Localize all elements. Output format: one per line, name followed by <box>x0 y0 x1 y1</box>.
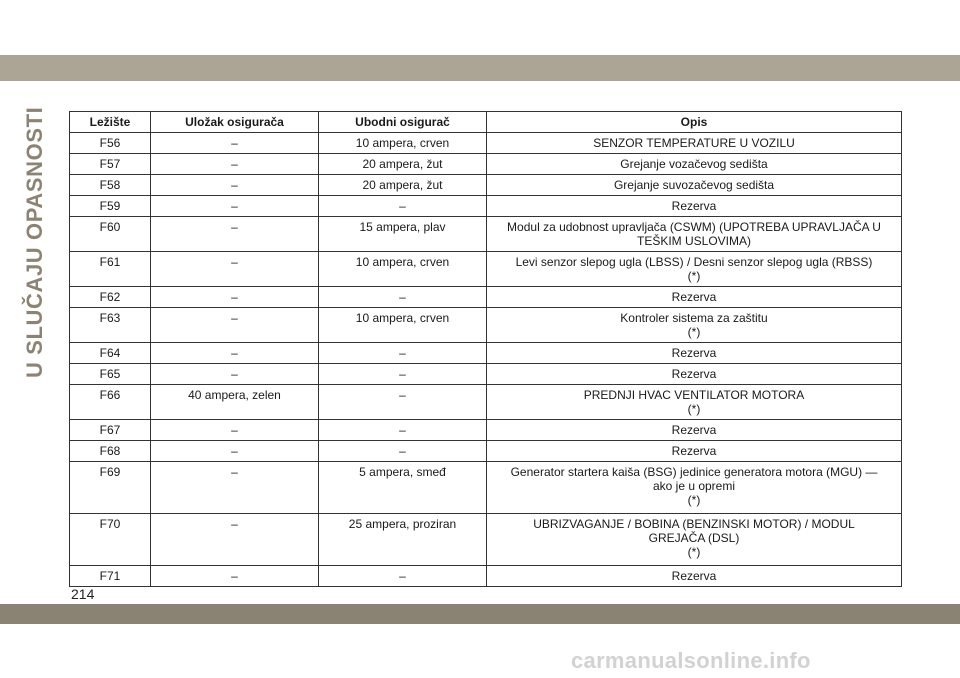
cell-ubodni-osigurac: 20 ampera, žut <box>318 153 487 175</box>
cell-opis: Levi senzor slepog ugla (LBSS) / Desni s… <box>486 251 902 287</box>
table-row: F65– – Rezerva <box>69 363 902 385</box>
table-row: F71– – Rezerva <box>69 565 902 587</box>
cell-ulozak-osiguraca: – <box>150 153 319 175</box>
cell-opis: Modul za udobnost upravljača (CSWM) (UPO… <box>486 216 902 252</box>
cell-ulozak-osiguraca: – <box>150 132 319 154</box>
cell-lezite: F58 <box>69 174 151 196</box>
cell-opis: Grejanje suvozačevog sedišta <box>486 174 902 196</box>
cell-ulozak-osiguraca: – <box>150 195 319 217</box>
cell-opis: Kontroler sistema za zaštitu (*) <box>486 307 902 343</box>
watermark: carmanualsonline.info <box>571 648 811 673</box>
cell-opis: Rezerva <box>486 342 902 364</box>
cell-ubodni-osigurac: 15 ampera, plav <box>318 216 487 252</box>
cell-ulozak-osiguraca: – <box>150 419 319 441</box>
cell-ubodni-osigurac: 10 ampera, crven <box>318 132 487 154</box>
bottom-footer-band <box>0 604 960 624</box>
cell-ubodni-osigurac: 5 ampera, smeđ <box>318 461 487 514</box>
table-row: F61–10 ampera, crven Levi senzor slepog u… <box>69 251 902 287</box>
cell-opis: Grejanje vozačevog sedišta <box>486 153 902 175</box>
cell-ulozak-osiguraca: – <box>150 513 319 566</box>
section-side-title: U SLUČAJU OPASNOSTI <box>22 106 47 378</box>
cell-opis: Rezerva <box>486 419 902 441</box>
cell-ubodni-osigurac: – <box>318 565 487 587</box>
cell-ulozak-osiguraca: – <box>150 286 319 308</box>
cell-ulozak-osiguraca: – <box>150 251 319 287</box>
cell-lezite: F64 <box>69 342 151 364</box>
table-row: F60–15 ampera, plav Modul za udobnost upr… <box>69 216 902 252</box>
cell-ubodni-osigurac: – <box>318 440 487 462</box>
cell-lezite: F57 <box>69 153 151 175</box>
cell-ubodni-osigurac: – <box>318 419 487 441</box>
header-lezite: Ležište <box>69 111 151 133</box>
table-row: F63–10 ampera, crven Kontroler sistema za… <box>69 307 902 343</box>
cell-ubodni-osigurac: – <box>318 342 487 364</box>
header-ubodni-osigurac: Ubodni osigurač <box>318 111 487 133</box>
cell-opis: Rezerva <box>486 363 902 385</box>
header-ulozak-osiguraca: Uložak osigurača <box>150 111 319 133</box>
cell-ubodni-osigurac: 10 ampera, crven <box>318 251 487 287</box>
cell-lezite: F66 <box>69 384 151 420</box>
cell-ubodni-osigurac: 10 ampera, crven <box>318 307 487 343</box>
cell-opis: Rezerva <box>486 286 902 308</box>
cell-lezite: F61 <box>69 251 151 287</box>
cell-ubodni-osigurac: 20 ampera, žut <box>318 174 487 196</box>
cell-ubodni-osigurac: – <box>318 195 487 217</box>
cell-ulozak-osiguraca: – <box>150 440 319 462</box>
cell-opis: SENZOR TEMPERATURE U VOZILU <box>486 132 902 154</box>
table-row: F66 40 ampera, zelen – PREDNJI HVAC VENTILA… <box>69 384 902 420</box>
fuse-table: Ležište Uložak osigurača Ubodni osigurač… <box>69 111 902 587</box>
cell-ulozak-osiguraca: – <box>150 307 319 343</box>
table-row: F56–10 ampera, crven SENZOR TEMPERATURE U… <box>69 132 902 154</box>
table-row: F59– – Rezerva <box>69 195 902 217</box>
cell-opis: Rezerva <box>486 195 902 217</box>
cell-lezite: F71 <box>69 565 151 587</box>
table-row: F62– – Rezerva <box>69 286 902 308</box>
cell-ubodni-osigurac: – <box>318 384 487 420</box>
cell-ubodni-osigurac: 25 ampera, proziran <box>318 513 487 566</box>
cell-lezite: F63 <box>69 307 151 343</box>
cell-ulozak-osiguraca: – <box>150 216 319 252</box>
cell-lezite: F59 <box>69 195 151 217</box>
table-row: F70–25 ampera, proziran UBRIZVAGANJE / BO… <box>69 513 902 566</box>
cell-opis: Rezerva <box>486 440 902 462</box>
cell-lezite: F56 <box>69 132 151 154</box>
cell-lezite: F62 <box>69 286 151 308</box>
table-row: F58–20 ampera, žut Grejanje suvozačevog s… <box>69 174 902 196</box>
cell-lezite: F67 <box>69 419 151 441</box>
table-row: F69–5 ampera, smeđ Generator startera kai… <box>69 461 902 514</box>
cell-opis: PREDNJI HVAC VENTILATOR MOTORA (*) <box>486 384 902 420</box>
table-row: F67– – Rezerva <box>69 419 902 441</box>
cell-ulozak-osiguraca: – <box>150 342 319 364</box>
cell-ulozak-osiguraca: – <box>150 565 319 587</box>
page-number: 214 <box>71 586 95 602</box>
cell-opis: Rezerva <box>486 565 902 587</box>
cell-lezite: F68 <box>69 440 151 462</box>
cell-lezite: F65 <box>69 363 151 385</box>
cell-ubodni-osigurac: – <box>318 363 487 385</box>
cell-opis: Generator startera kaiša (BSG) jedinice … <box>486 461 902 514</box>
cell-lezite: F69 <box>69 461 151 514</box>
cell-ulozak-osiguraca: – <box>150 363 319 385</box>
cell-lezite: F70 <box>69 513 151 566</box>
cell-ulozak-osiguraca: – <box>150 174 319 196</box>
cell-ubodni-osigurac: – <box>318 286 487 308</box>
table-row: F57–20 ampera, žut Grejanje vozačevog sed… <box>69 153 902 175</box>
table-header-row: Ležište Uložak osigurača Ubodni osigurač… <box>69 111 902 133</box>
top-header-band <box>0 55 960 81</box>
cell-ulozak-osiguraca: 40 ampera, zelen <box>150 384 319 420</box>
cell-ulozak-osiguraca: – <box>150 461 319 514</box>
fuse-table-body: F56–10 ampera, crven SENZOR TEMPERATURE U… <box>69 132 902 587</box>
table-row: F64– – Rezerva <box>69 342 902 364</box>
cell-lezite: F60 <box>69 216 151 252</box>
table-row: F68– – Rezerva <box>69 440 902 462</box>
header-opis: Opis <box>486 111 902 133</box>
cell-opis: UBRIZVAGANJE / BOBINA (BENZINSKI MOTOR) … <box>486 513 902 566</box>
